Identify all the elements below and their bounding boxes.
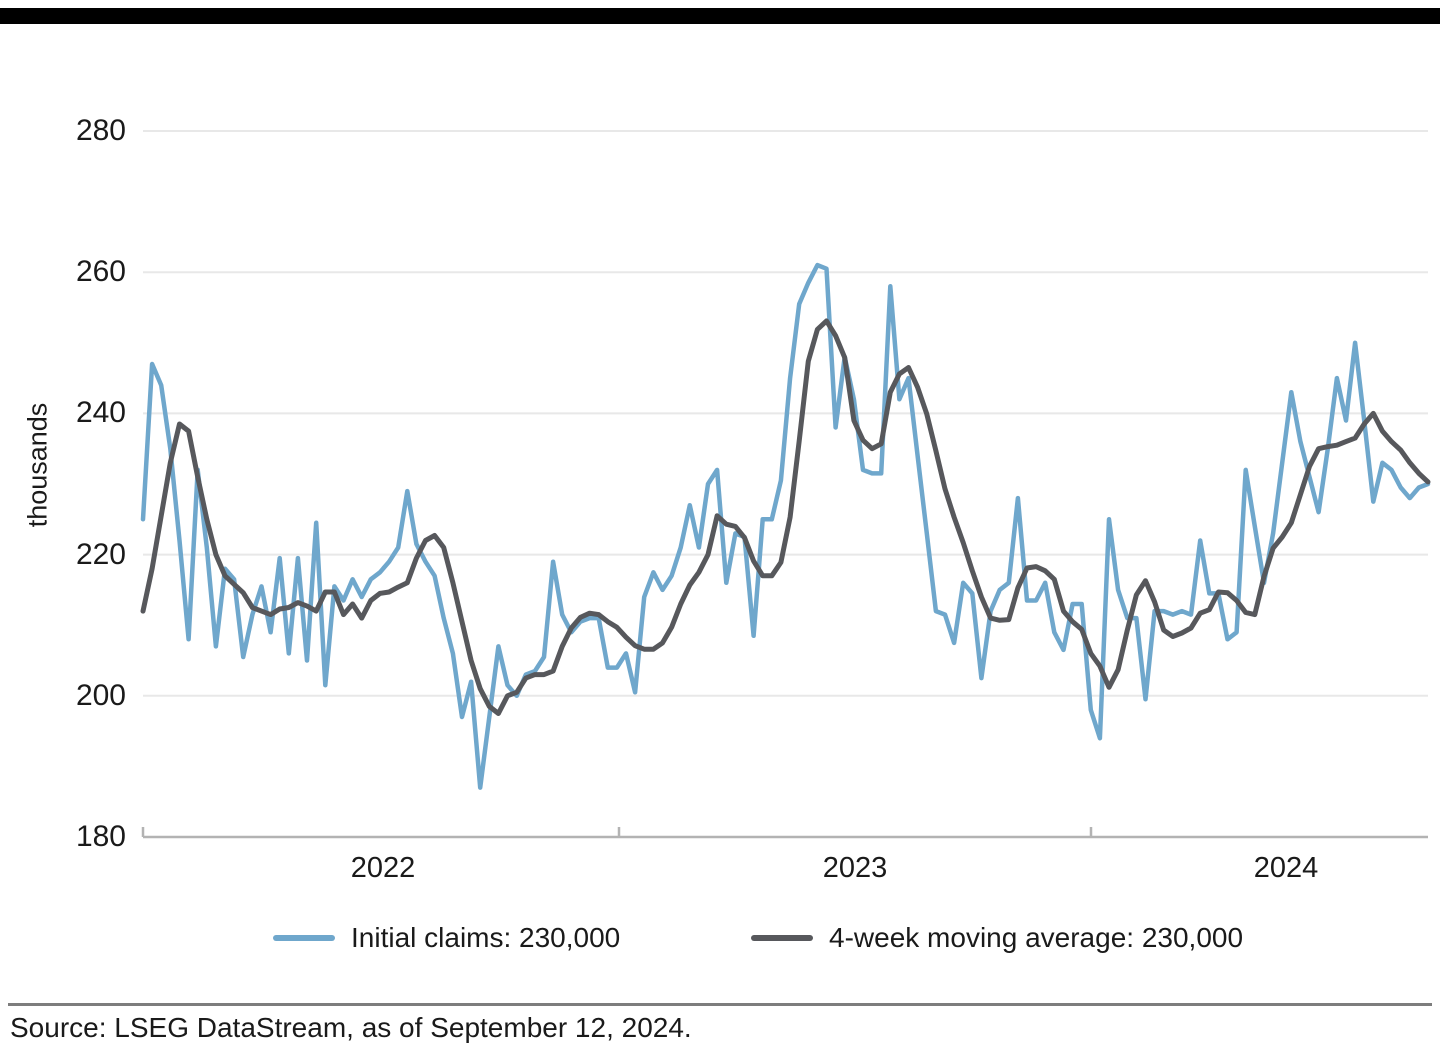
source-divider <box>8 1003 1432 1006</box>
y-axis-tick-label: 220 <box>75 537 126 571</box>
legend-label-moving-average: 4-week moving average: 230,000 <box>829 922 1244 953</box>
y-axis-tick-label: 180 <box>75 820 126 853</box>
y-axis-tick-label: 200 <box>75 678 126 712</box>
initial-claims-line-swatch-icon <box>273 935 335 941</box>
source-text: Source: LSEG DataStream, as of September… <box>10 1012 692 1043</box>
top-decorative-bar <box>0 8 1440 24</box>
legend-item-initial-claims: Initial claims: 230,000 <box>273 920 620 956</box>
x-axis-year-label: 2022 <box>350 852 416 884</box>
legend-item-moving-average: 4-week moving average: 230,000 <box>751 920 1243 956</box>
x-axis-year-label: 2023 <box>822 852 888 884</box>
moving-average-line-swatch-icon <box>751 935 813 941</box>
y-axis-tick-label: 280 <box>75 114 126 147</box>
y-axis-tick-label: 260 <box>75 255 126 289</box>
legend-label-initial-claims: Initial claims: 230,000 <box>351 922 621 953</box>
x-axis-year-label: 2024 <box>1253 852 1319 884</box>
y-axis-tick-label: 240 <box>75 396 126 430</box>
